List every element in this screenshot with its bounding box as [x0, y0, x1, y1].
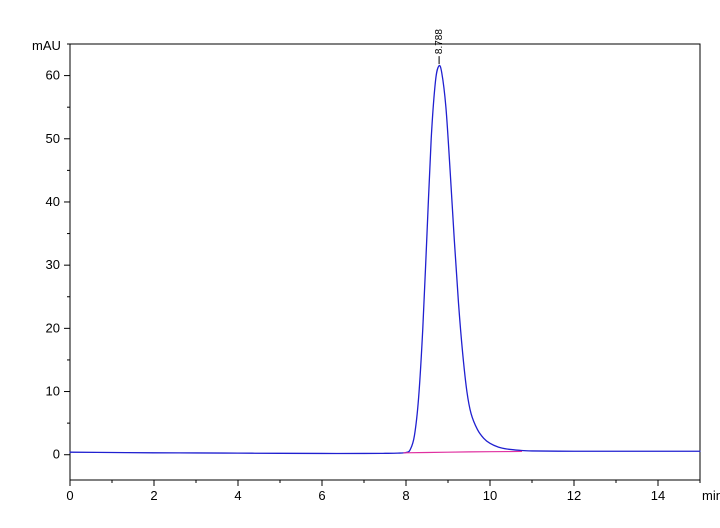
y-axis-label: mAU — [32, 38, 61, 53]
chart-svg: 0 2 4 6 8 10 12 14 min 0 10 20 30 40 50 60 mAU 8.788 — [0, 0, 720, 528]
y-tick-label: 50 — [46, 131, 60, 146]
y-tick-label: 0 — [53, 447, 60, 462]
y-tick-label: 60 — [46, 68, 60, 83]
series-baseline — [404, 451, 522, 452]
x-tick-label: 8 — [402, 488, 409, 503]
x-tick-label: 10 — [483, 488, 497, 503]
x-tick-label: 12 — [567, 488, 581, 503]
x-axis-label: min — [702, 488, 720, 503]
x-tick-label: 2 — [150, 488, 157, 503]
x-tick-label: 4 — [234, 488, 241, 503]
y-tick-label: 30 — [46, 257, 60, 272]
x-tick-label: 6 — [318, 488, 325, 503]
y-tick-label: 10 — [46, 384, 60, 399]
x-tick-label: 14 — [651, 488, 665, 503]
y-tick-label: 40 — [46, 194, 60, 209]
series-signal — [70, 65, 700, 453]
y-tick-label: 20 — [46, 320, 60, 335]
peak-label: 8.788 — [434, 29, 445, 54]
chromatogram-chart: 0 2 4 6 8 10 12 14 min 0 10 20 30 40 50 60 mAU 8.788 — [0, 0, 720, 528]
plot-frame — [70, 44, 700, 480]
x-tick-label: 0 — [66, 488, 73, 503]
